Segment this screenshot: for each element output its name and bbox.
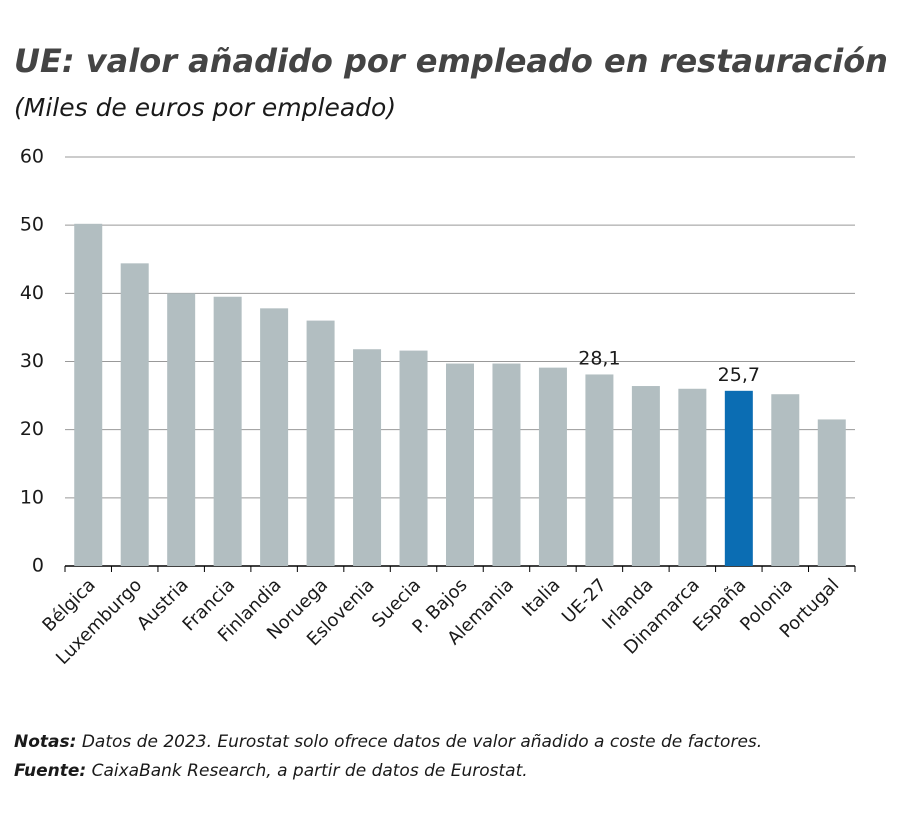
source: Fuente: CaixaBank Research, a partir de … xyxy=(14,761,528,781)
bar xyxy=(353,349,382,566)
bar xyxy=(678,388,707,566)
value-label: 25,7 xyxy=(718,364,760,386)
bar xyxy=(585,374,614,566)
bar xyxy=(306,320,335,566)
x-tick-label: España xyxy=(689,575,750,636)
x-tick-label: Italia xyxy=(518,575,564,621)
bar xyxy=(724,390,753,566)
source-text: CaixaBank Research, a partir de datos de… xyxy=(92,761,528,781)
note-label: Notas: xyxy=(14,732,76,752)
y-tick-label: 60 xyxy=(20,146,44,168)
bar xyxy=(492,363,521,566)
chart-subtitle: (Miles de euros por empleado) xyxy=(14,93,396,122)
bar xyxy=(260,308,289,566)
y-tick-label: 10 xyxy=(20,486,44,508)
bar xyxy=(631,386,660,566)
y-tick-label: 30 xyxy=(20,350,44,372)
y-tick-label: 50 xyxy=(20,214,44,236)
bar xyxy=(213,296,242,566)
bar xyxy=(167,293,196,566)
y-tick-label: 20 xyxy=(20,418,44,440)
y-tick-label: 0 xyxy=(32,555,44,577)
value-label: 28,1 xyxy=(578,347,620,369)
bar xyxy=(817,419,846,566)
note: Notas: Datos de 2023. Eurostat solo ofre… xyxy=(14,732,762,752)
y-tick-label: 40 xyxy=(20,282,44,304)
source-label: Fuente: xyxy=(14,761,86,781)
bar xyxy=(771,394,800,566)
bar xyxy=(120,263,149,566)
note-text: Datos de 2023. Eurostat solo ofrece dato… xyxy=(82,732,762,752)
bar xyxy=(399,350,428,566)
bar xyxy=(446,363,474,566)
bar xyxy=(74,223,103,566)
bar xyxy=(538,367,567,566)
chart-title: UE: valor añadido por empleado en restau… xyxy=(14,42,888,80)
